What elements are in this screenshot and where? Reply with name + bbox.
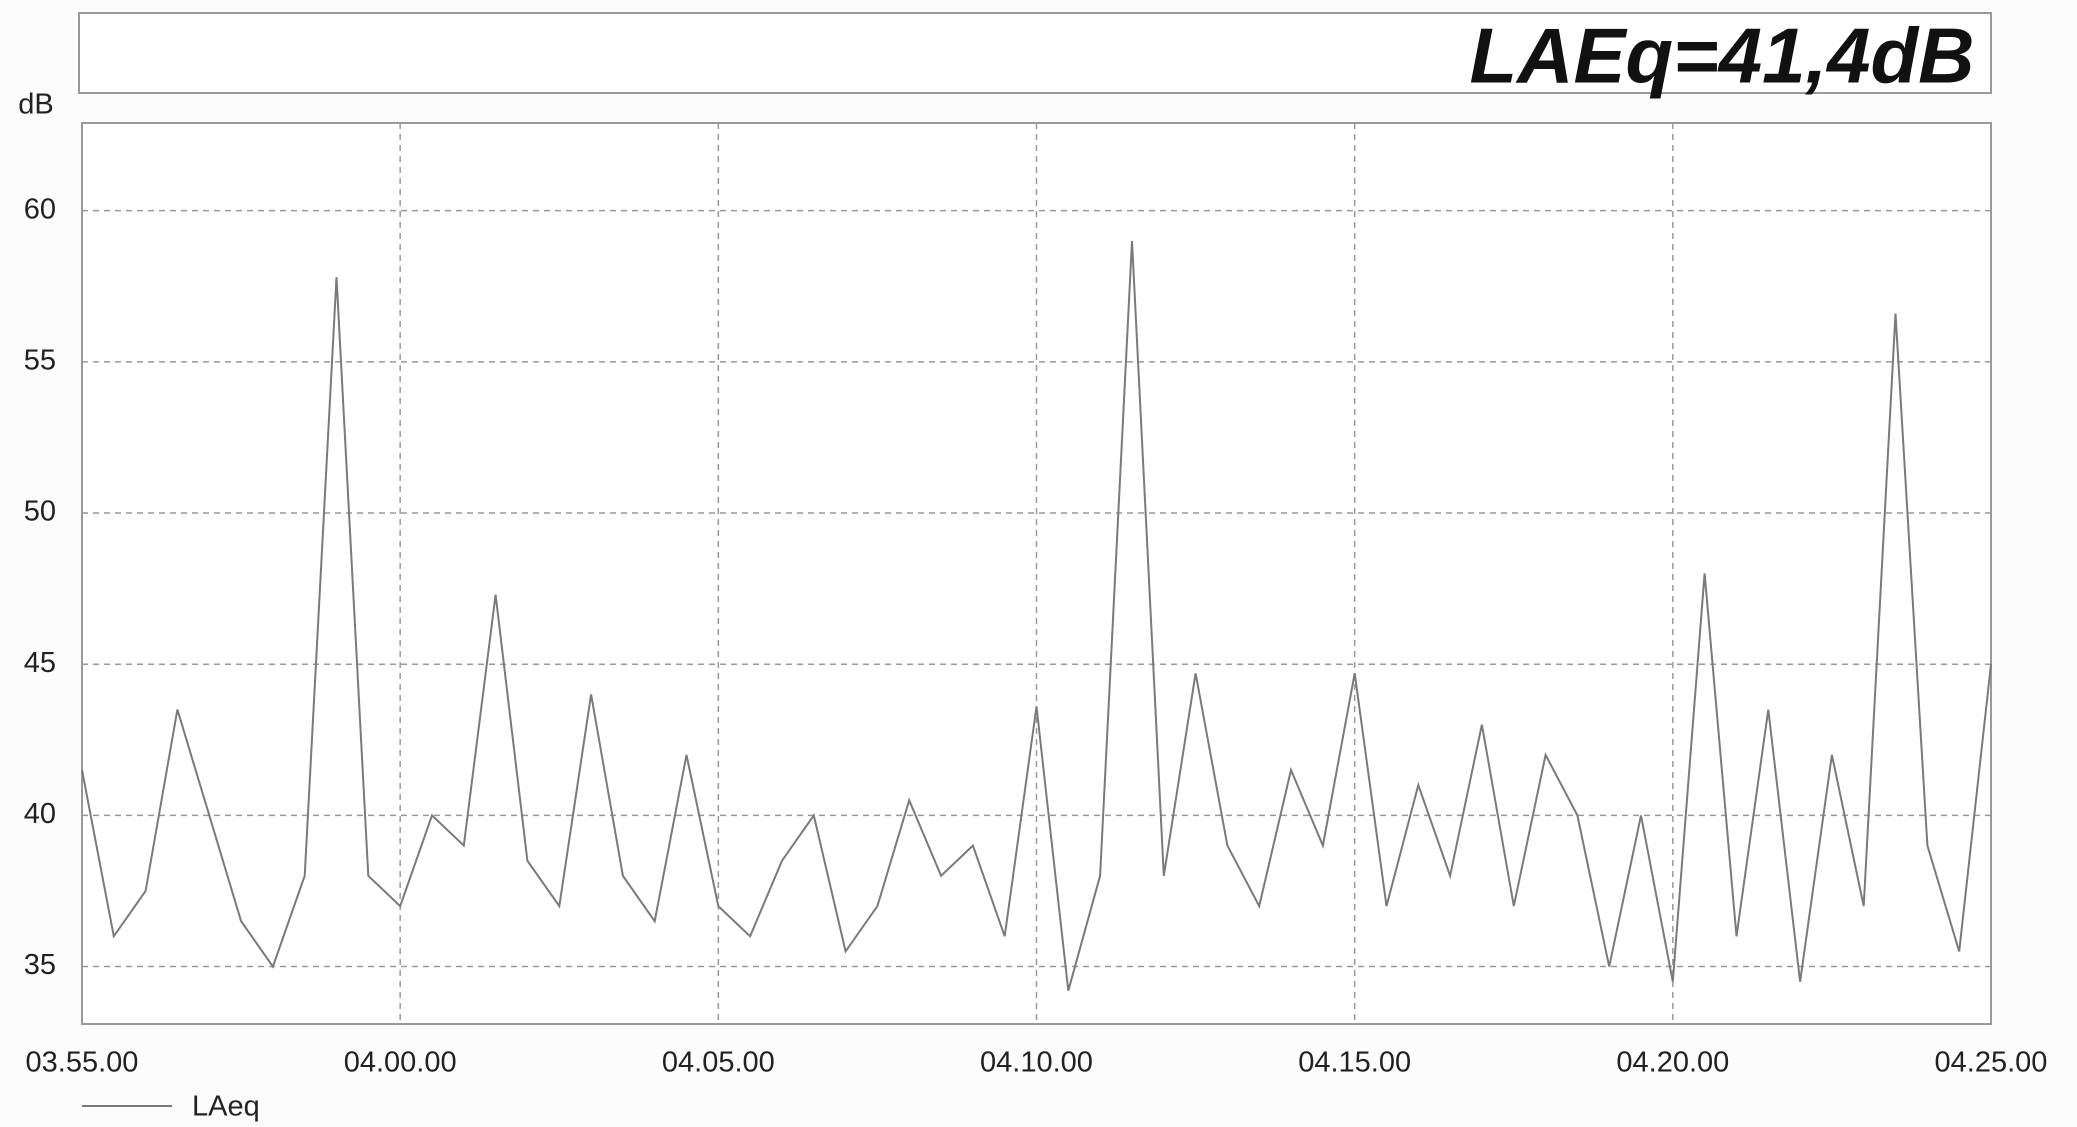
y-tick-label: 60 — [24, 193, 56, 225]
y-tick-label: 40 — [24, 798, 56, 830]
y-axis-label: dB — [18, 89, 53, 121]
y-tick-label: 55 — [24, 345, 56, 377]
x-tick-label: 04.10.00 — [980, 1047, 1093, 1079]
header-box — [78, 12, 1992, 94]
x-tick-label: 04.25.00 — [1935, 1047, 2048, 1079]
x-tick-label: 04.15.00 — [1298, 1047, 1411, 1079]
y-tick-label: 35 — [24, 949, 56, 981]
x-tick-label: 04.05.00 — [662, 1047, 775, 1079]
y-tick-label: 45 — [24, 647, 56, 679]
x-tick-label: 04.00.00 — [344, 1047, 457, 1079]
annotation: LAEq=41,4dB — [1470, 12, 1975, 100]
legend-label: LAeq — [192, 1091, 260, 1123]
data-line — [81, 240, 1992, 991]
x-tick-label: 04.20.00 — [1616, 1047, 1729, 1079]
x-tick-label: 03.55.00 — [26, 1047, 139, 1079]
y-tick-label: 50 — [24, 496, 56, 528]
